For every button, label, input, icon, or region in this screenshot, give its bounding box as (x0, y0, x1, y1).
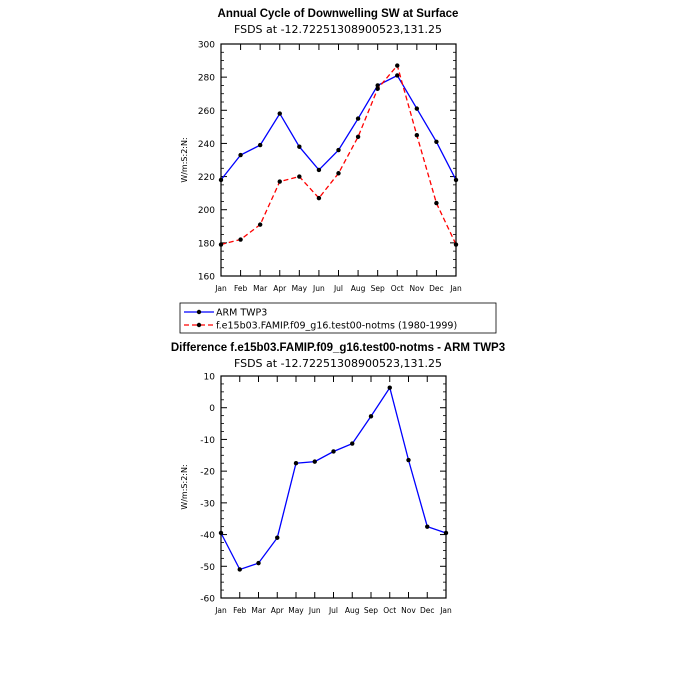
legend-box (179, 302, 497, 334)
y-tick-label: -60 (200, 595, 215, 605)
data-point (387, 385, 392, 390)
data-point (237, 567, 242, 572)
y-tick-label: 220 (198, 173, 215, 183)
data-point (395, 73, 400, 78)
legend-label-model: f.e15b03.FAMIP.f09_g16.test00-notms (198… (216, 321, 457, 332)
annual-cycle-chart: Annual Cycle of Downwelling SW at Surfac… (180, 8, 462, 293)
data-point (297, 174, 302, 179)
data-point (275, 535, 280, 540)
y-tick-label: -30 (200, 499, 215, 509)
x-tick-label: Dec (420, 606, 435, 615)
legend-marker-arm-twp3 (196, 309, 202, 315)
data-point (293, 461, 299, 466)
series-lines (218, 385, 449, 572)
x-tick-label: Jan (214, 606, 227, 615)
x-tick-label: Feb (233, 606, 247, 615)
x-tick-label: Jun (308, 606, 321, 615)
axis-ticks: -60 -50 -40 -30 -20 -10 0 10 Jan Feb Mar Apr May Jun J… (200, 373, 452, 616)
data-point (355, 116, 361, 121)
x-tick-label: Sep (364, 606, 378, 615)
data-point (406, 457, 411, 463)
y-tick-label: -10 (200, 436, 215, 446)
y-tick-label: 280 (198, 74, 215, 84)
legend: ARM TWP3 f.e15b03.FAMIP.f09_g16.test00-n… (179, 302, 497, 334)
data-point (257, 142, 263, 148)
y-axis-label: W/m:S:2:N: (180, 137, 189, 182)
y-tick-label: 300 (198, 41, 215, 51)
data-point (277, 111, 282, 116)
series-line-primary (220, 386, 447, 571)
data-point (297, 144, 302, 149)
y-tick-label: 10 (204, 373, 216, 383)
x-tick-label: Jun (312, 284, 325, 293)
y-tick-label: 260 (198, 107, 215, 117)
difference-chart: Difference f.e15b03.FAMIP.f09_g16.test00… (171, 342, 505, 615)
series-line-primary (220, 74, 457, 181)
data-point (238, 237, 243, 242)
x-tick-label: Jan (214, 284, 227, 293)
x-tick-label: Feb (234, 284, 248, 293)
data-point (414, 106, 420, 111)
y-tick-label: -40 (200, 531, 215, 541)
x-tick-label: Mar (253, 284, 268, 293)
plot-frame (220, 43, 457, 277)
x-tick-label: May (288, 606, 304, 615)
x-tick-label: Aug (351, 284, 366, 293)
x-tick-label: Aug (345, 606, 360, 615)
y-tick-label: 240 (198, 140, 215, 150)
data-point (257, 222, 263, 227)
data-point (425, 524, 430, 529)
series-line-secondary (220, 64, 457, 246)
x-tick-label: May (292, 284, 308, 293)
x-tick-label: Nov (410, 284, 425, 293)
axis-ticks: 160 180 200 220 240 260 280 300 Jan Feb Mar Apr May J… (198, 41, 462, 294)
chart-subtitle: FSDS at -12.72251308900523,131.25 (234, 23, 442, 36)
chart-title: Annual Cycle of Downwelling SW at Surfac… (218, 8, 459, 20)
series-lines (218, 63, 459, 247)
x-tick-label: Apr (273, 284, 287, 293)
y-tick-label: 160 (198, 273, 215, 283)
legend-label-arm-twp3: ARM TWP3 (216, 308, 267, 319)
x-tick-label: Jul (333, 284, 343, 293)
x-tick-label: Jan (439, 606, 452, 615)
legend-marker-model (196, 322, 202, 328)
y-tick-label: -20 (200, 468, 215, 478)
data-point (312, 459, 317, 464)
x-tick-label: Mar (251, 606, 266, 615)
data-point (238, 152, 243, 158)
x-tick-label: Nov (401, 606, 416, 615)
x-tick-label: Jan (449, 284, 462, 293)
x-tick-label: Sep (371, 284, 385, 293)
data-point (368, 414, 374, 419)
data-point (355, 134, 361, 139)
x-tick-label: Apr (271, 606, 285, 615)
y-tick-label: 200 (198, 206, 215, 216)
x-tick-label: Jul (328, 606, 338, 615)
y-tick-label: 180 (198, 239, 215, 249)
data-point (336, 171, 341, 176)
chart-title: Difference f.e15b03.FAMIP.f09_g16.test00… (171, 342, 505, 354)
x-tick-label: Oct (383, 606, 396, 615)
chart-subtitle: FSDS at -12.72251308900523,131.25 (234, 357, 442, 370)
y-tick-label: 0 (209, 404, 215, 414)
data-point (331, 449, 336, 454)
y-axis-label: W/m:S:2:N: (180, 464, 189, 509)
data-point (316, 167, 322, 173)
x-tick-label: Oct (391, 284, 404, 293)
data-point (414, 132, 420, 138)
data-point (434, 139, 439, 144)
plot-frame (220, 375, 447, 599)
data-point (350, 441, 355, 446)
data-point (256, 560, 261, 566)
data-point (395, 63, 400, 68)
data-point (375, 86, 380, 91)
data-point (434, 200, 439, 206)
data-point (316, 195, 322, 201)
y-tick-label: -50 (200, 563, 215, 573)
data-point (336, 147, 341, 153)
data-point (277, 179, 282, 184)
x-tick-label: Dec (429, 284, 444, 293)
